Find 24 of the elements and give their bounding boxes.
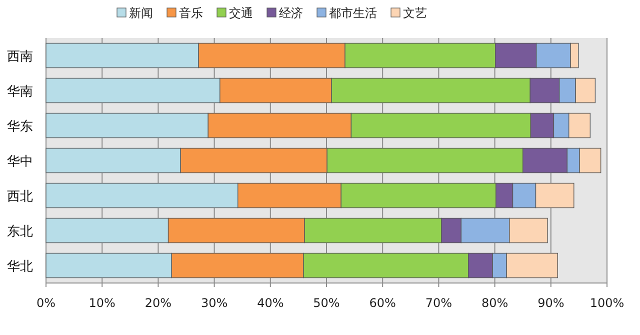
x-tick-label: 40%	[257, 296, 284, 310]
x-tick-label: 100%	[590, 296, 624, 310]
y-tick-label: 西南	[7, 50, 33, 64]
x-tick-label: 0%	[36, 296, 56, 310]
legend-label: 新闻	[129, 6, 153, 20]
legend-label: 经济	[279, 6, 303, 20]
x-tick-label: 50%	[313, 296, 340, 310]
y-tick-label: 华南	[7, 84, 33, 100]
x-tick-label: 10%	[88, 296, 116, 310]
x-tick-label: 90%	[538, 296, 564, 310]
x-tick-label: 70%	[425, 296, 452, 310]
x-tick-label: 80%	[481, 296, 508, 310]
y-tick-label: 华东	[7, 120, 33, 134]
x-tick-label: 20%	[144, 296, 172, 310]
legend-label: 音乐	[179, 6, 203, 20]
y-tick-label: 华北	[7, 260, 33, 274]
x-tick-label: 30%	[200, 296, 228, 310]
y-tick-label: 华中	[7, 154, 33, 170]
x-tick-label: 60%	[369, 296, 396, 310]
legend-label: 交通	[229, 6, 253, 20]
legend-label: 都市生活	[329, 6, 377, 20]
y-tick-label: 东北	[7, 224, 33, 240]
y-tick-label: 西北	[7, 190, 33, 204]
legend-label: 文艺	[403, 6, 427, 20]
